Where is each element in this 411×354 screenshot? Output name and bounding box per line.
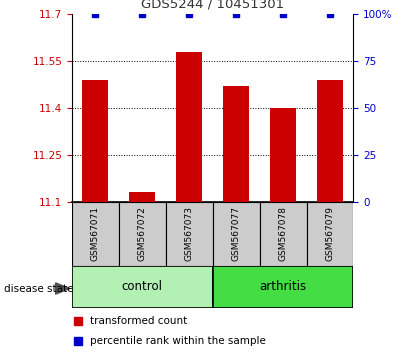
Bar [166,202,213,266]
Text: GSM567078: GSM567078 [279,206,288,261]
Text: GSM567073: GSM567073 [185,206,194,261]
Bar [213,266,353,308]
Text: GSM567071: GSM567071 [91,206,100,261]
Bar [317,80,343,202]
Text: GSM567072: GSM567072 [138,206,147,261]
Polygon shape [55,283,70,294]
Text: transformed count: transformed count [90,316,187,326]
Bar [307,202,353,266]
Text: control: control [122,280,163,293]
Text: percentile rank within the sample: percentile rank within the sample [90,336,266,346]
Bar [270,108,296,202]
Bar [223,86,249,202]
Bar [260,202,307,266]
Bar [119,202,166,266]
Bar [72,202,119,266]
Bar [176,52,202,202]
Bar [83,80,108,202]
Title: GDS5244 / 10451301: GDS5244 / 10451301 [141,0,284,10]
Text: GSM567077: GSM567077 [232,206,241,261]
Text: arthritis: arthritis [259,280,307,293]
Text: GSM567079: GSM567079 [326,206,335,261]
Bar [213,202,260,266]
Text: disease state: disease state [4,284,74,293]
Bar [72,266,213,308]
Bar [129,192,155,202]
